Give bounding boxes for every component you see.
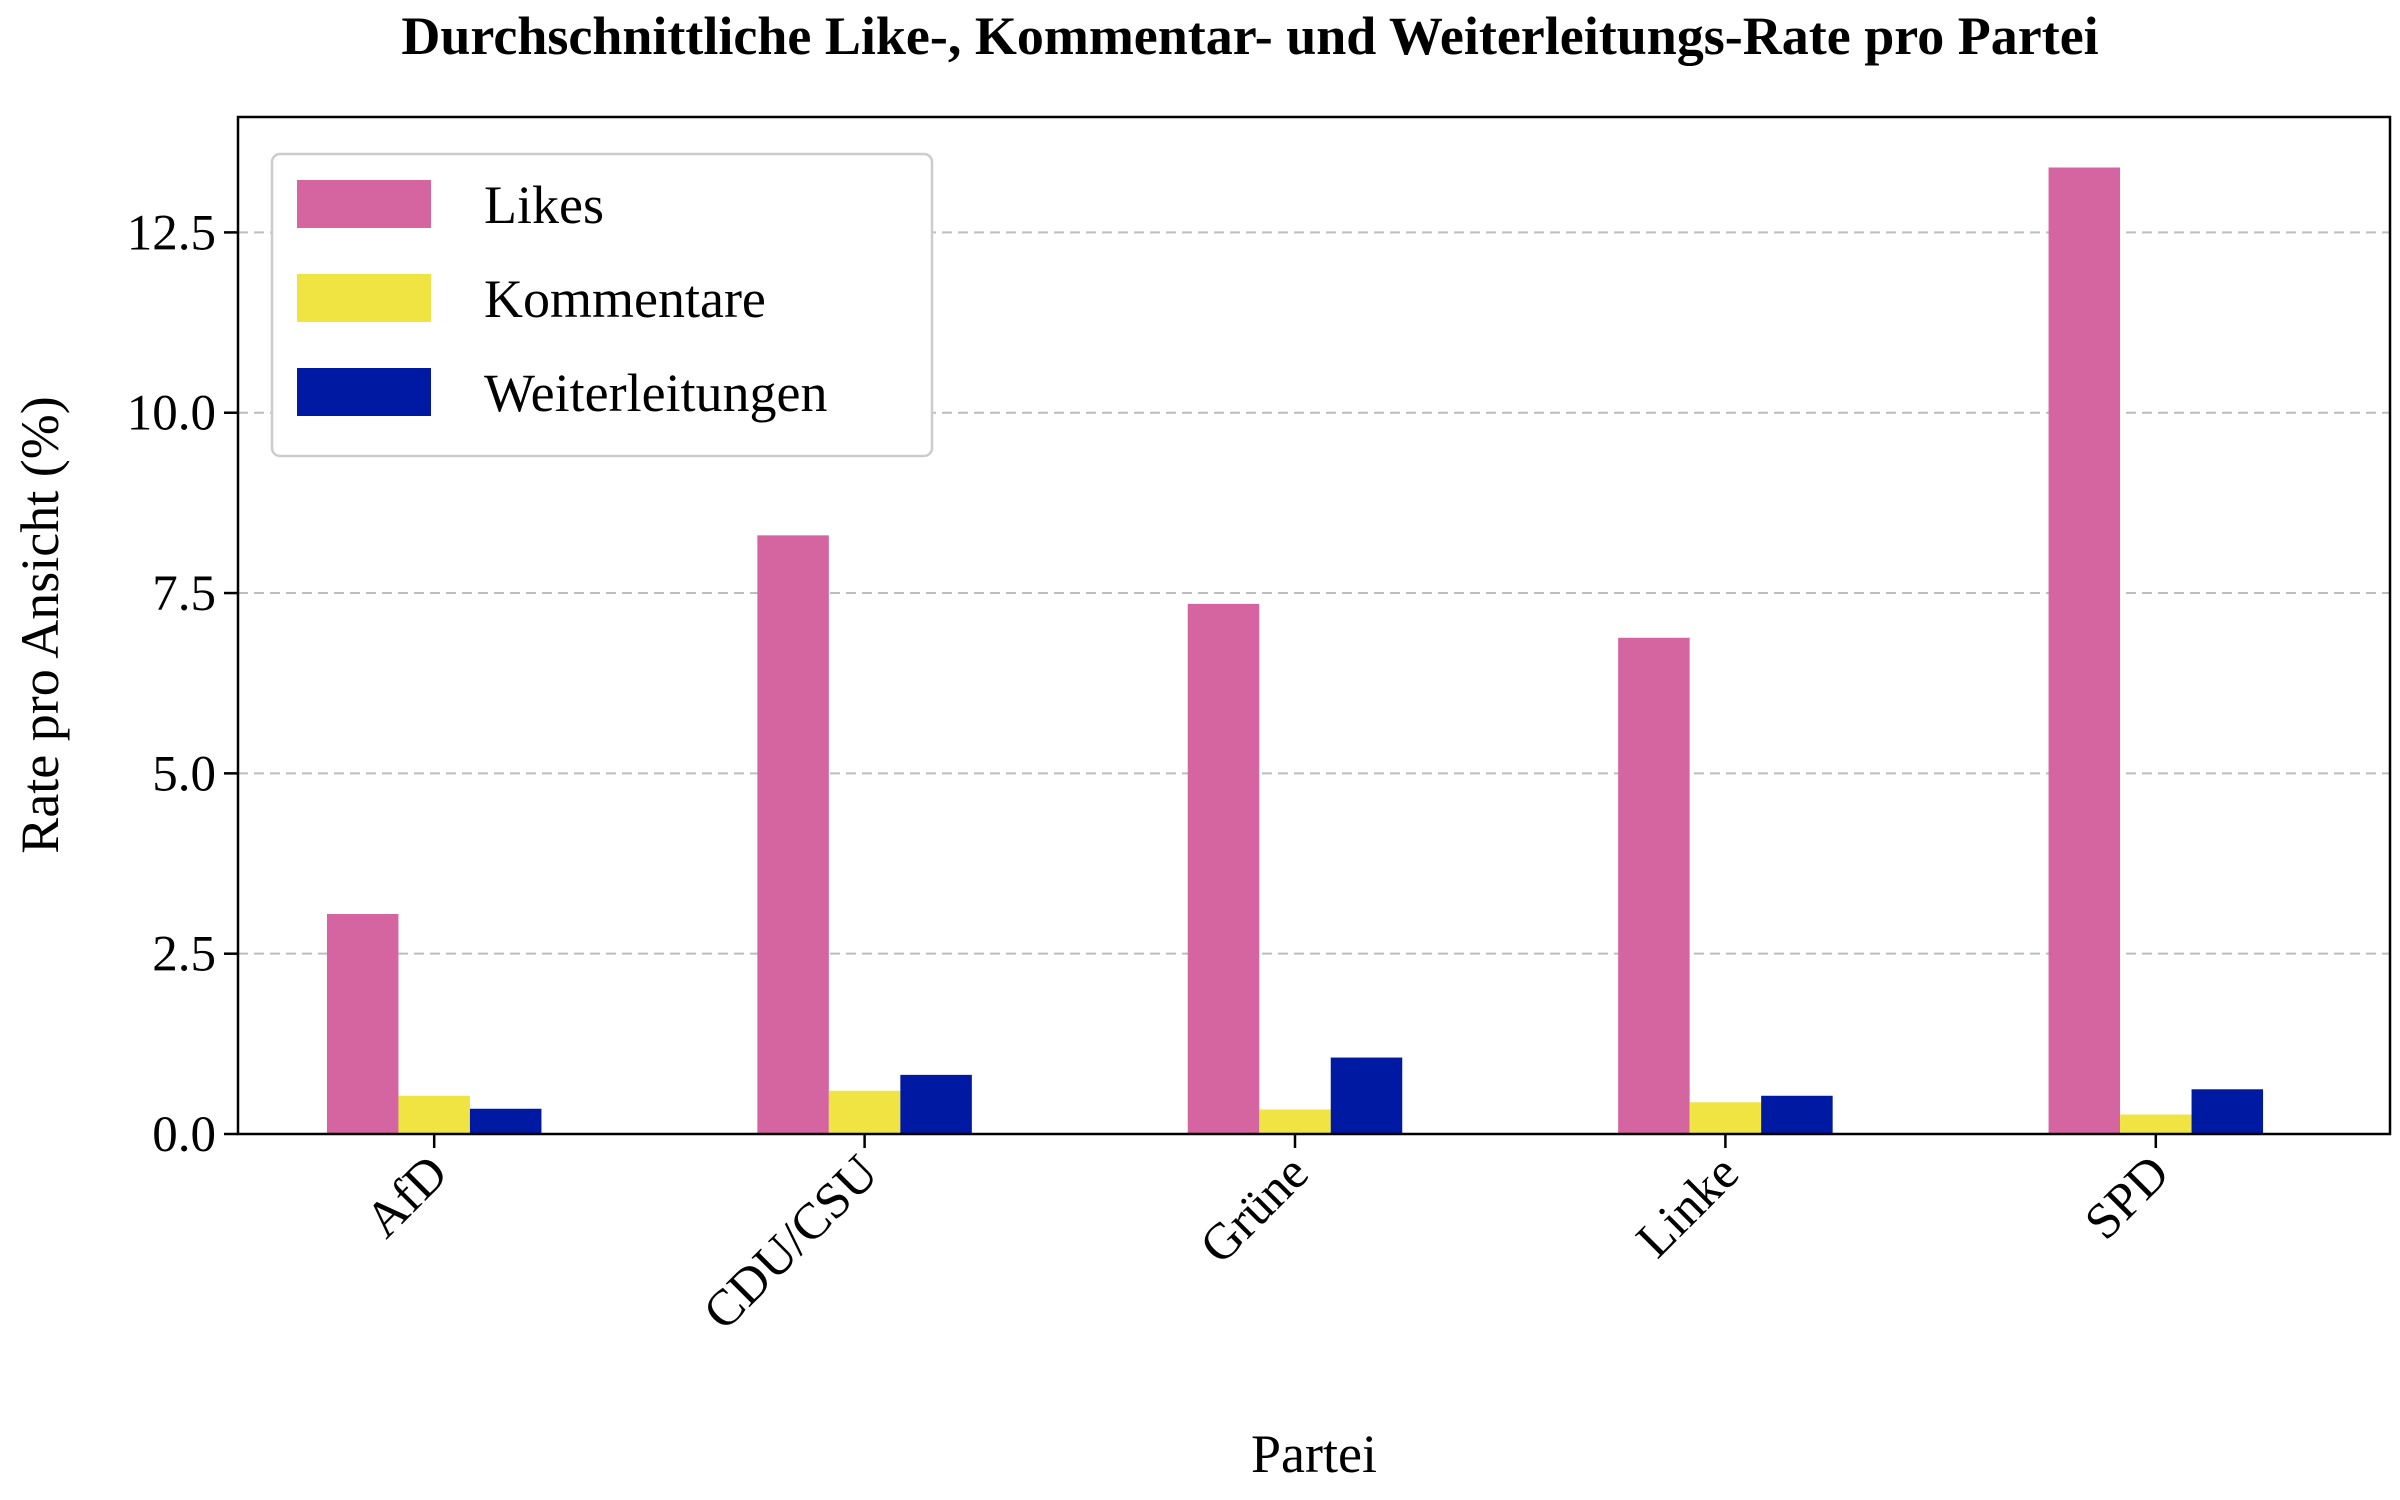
y-tick-label: 7.5 [152,566,216,622]
bar-likes-afd [326,914,399,1134]
bar-kommentare-cdu-csu [828,1090,901,1134]
bars [326,167,2264,1134]
bar-weiterleitungen-grüne [1330,1057,1403,1134]
y-tick-label: 5.0 [152,746,216,802]
y-axis-ticks: 0.0 2.5 5.0 7.5 10.0 12.5 [127,205,238,1163]
bar-kommentare-linke [1689,1102,1762,1134]
bar-likes-spd [2048,167,2121,1134]
bar-kommentare-grüne [1259,1109,1331,1134]
bar-weiterleitungen-afd [469,1108,542,1134]
legend-label-kommentare: Kommentare [484,269,766,329]
legend-swatch-weiterleitungen [297,368,431,416]
y-axis-label: Rate pro Ansicht (%) [10,396,70,853]
x-tick-label: CDU/CSU [693,1145,889,1341]
y-tick-label: 10.0 [127,386,216,442]
legend-label-weiterleitungen: Weiterleitungen [484,363,828,423]
x-tick-label: SPD [2075,1145,2181,1251]
bar-likes-grüne [1187,603,1260,1134]
legend-label-likes: Likes [484,175,604,235]
y-tick-label: 0.0 [152,1107,216,1163]
bar-likes-linke [1618,637,1690,1134]
legend-swatch-likes [297,180,431,228]
bar-weiterleitungen-spd [2191,1089,2264,1134]
legend: Likes Kommentare Weiterleitungen [270,152,934,458]
plot-frame [236,115,2392,1136]
x-tick-label: AfD [355,1145,459,1249]
y-tick-label: 2.5 [152,927,216,983]
x-axis-label: Partei [1251,1424,1377,1484]
bar-kommentare-spd [2120,1114,2192,1134]
y-tick-label: 12.5 [127,205,216,261]
bar-likes-cdu-csu [757,535,829,1134]
chart-title: Durchschnittliche Like-, Kommentar- und … [401,6,2098,66]
bar-weiterleitungen-linke [1761,1095,1833,1134]
bar-weiterleitungen-cdu-csu [900,1074,972,1134]
x-tick-label: Grüne [1190,1145,1320,1275]
x-axis-ticks: AfD CDU/CSU Grüne Linke SPD [355,1134,2180,1341]
x-tick-label: Linke [1626,1145,1750,1269]
legend-frame [270,152,934,458]
legend-swatch-kommentare [297,274,431,322]
bar-kommentare-afd [398,1095,470,1134]
